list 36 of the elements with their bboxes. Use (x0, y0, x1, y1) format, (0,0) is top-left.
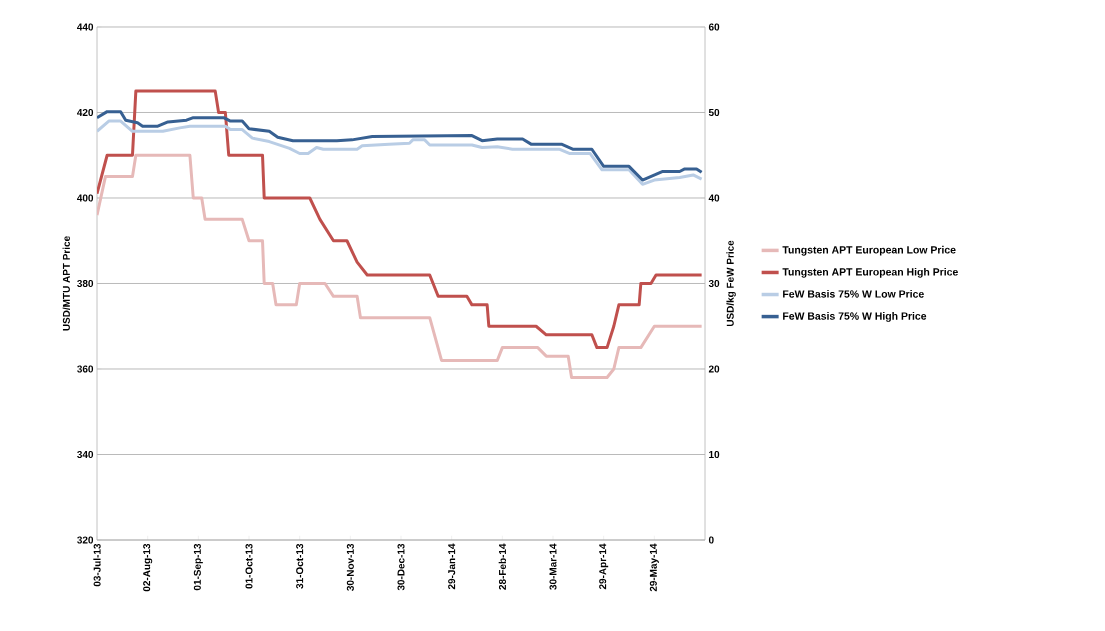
x-tick-label: 31-Oct-13 (296, 543, 304, 589)
x-tick-label: 28-Feb-14 (498, 543, 506, 590)
x-tick-label: 29-Apr-14 (599, 543, 609, 590)
legend-label: FeW Basis 75% W High Price (783, 312, 927, 322)
y-tick-label: 420 (77, 108, 94, 117)
x-tick-label: 03-Jul-13 (93, 543, 101, 587)
y-axis-title: USD/MTU APT Price (62, 236, 71, 331)
x-tick-label: 01-Oct-13 (245, 543, 253, 589)
y-tick-label: 400 (77, 194, 94, 202)
y2-tick-label: 50 (708, 108, 720, 117)
legend-label: Tungsten APT European Low Price (782, 245, 956, 256)
line-series (97, 153, 704, 380)
line-series (97, 119, 704, 186)
y2-tick-label: 60 (708, 23, 720, 31)
y2-tick-label: 0 (708, 536, 714, 544)
y2-tick-label: 10 (709, 450, 720, 459)
legend-label: FeW Basis 75% W Low Price (783, 289, 924, 298)
line-series (97, 89, 704, 350)
y-tick-label: 320 (77, 536, 94, 544)
y2-tick-label: 40 (708, 194, 720, 202)
x-tick-label: 30-Mar-14 (549, 543, 557, 590)
y-tick-label: 380 (77, 279, 94, 288)
y-tick-label: 340 (77, 450, 94, 459)
x-tick-label: 30-Dec-13 (397, 543, 405, 591)
line-series (97, 110, 704, 182)
y2-tick-label: 20 (708, 365, 720, 373)
y-tick-label: 360 (77, 365, 94, 373)
y2-axis-title: USD/kg FeW Price (726, 240, 736, 327)
legend-label: Tungsten APT European High Price (782, 267, 958, 278)
y2-tick-label: 30 (708, 279, 720, 288)
y-tick-label: 440 (77, 23, 94, 31)
x-tick-label: 29-May-14 (649, 543, 659, 592)
x-tick-label: 01-Sep-13 (193, 543, 203, 591)
x-tick-label: 30-Nov-13 (346, 543, 354, 591)
x-tick-label: 02-Aug-13 (143, 543, 153, 592)
x-tick-label: 29-Jan-14 (448, 543, 456, 590)
